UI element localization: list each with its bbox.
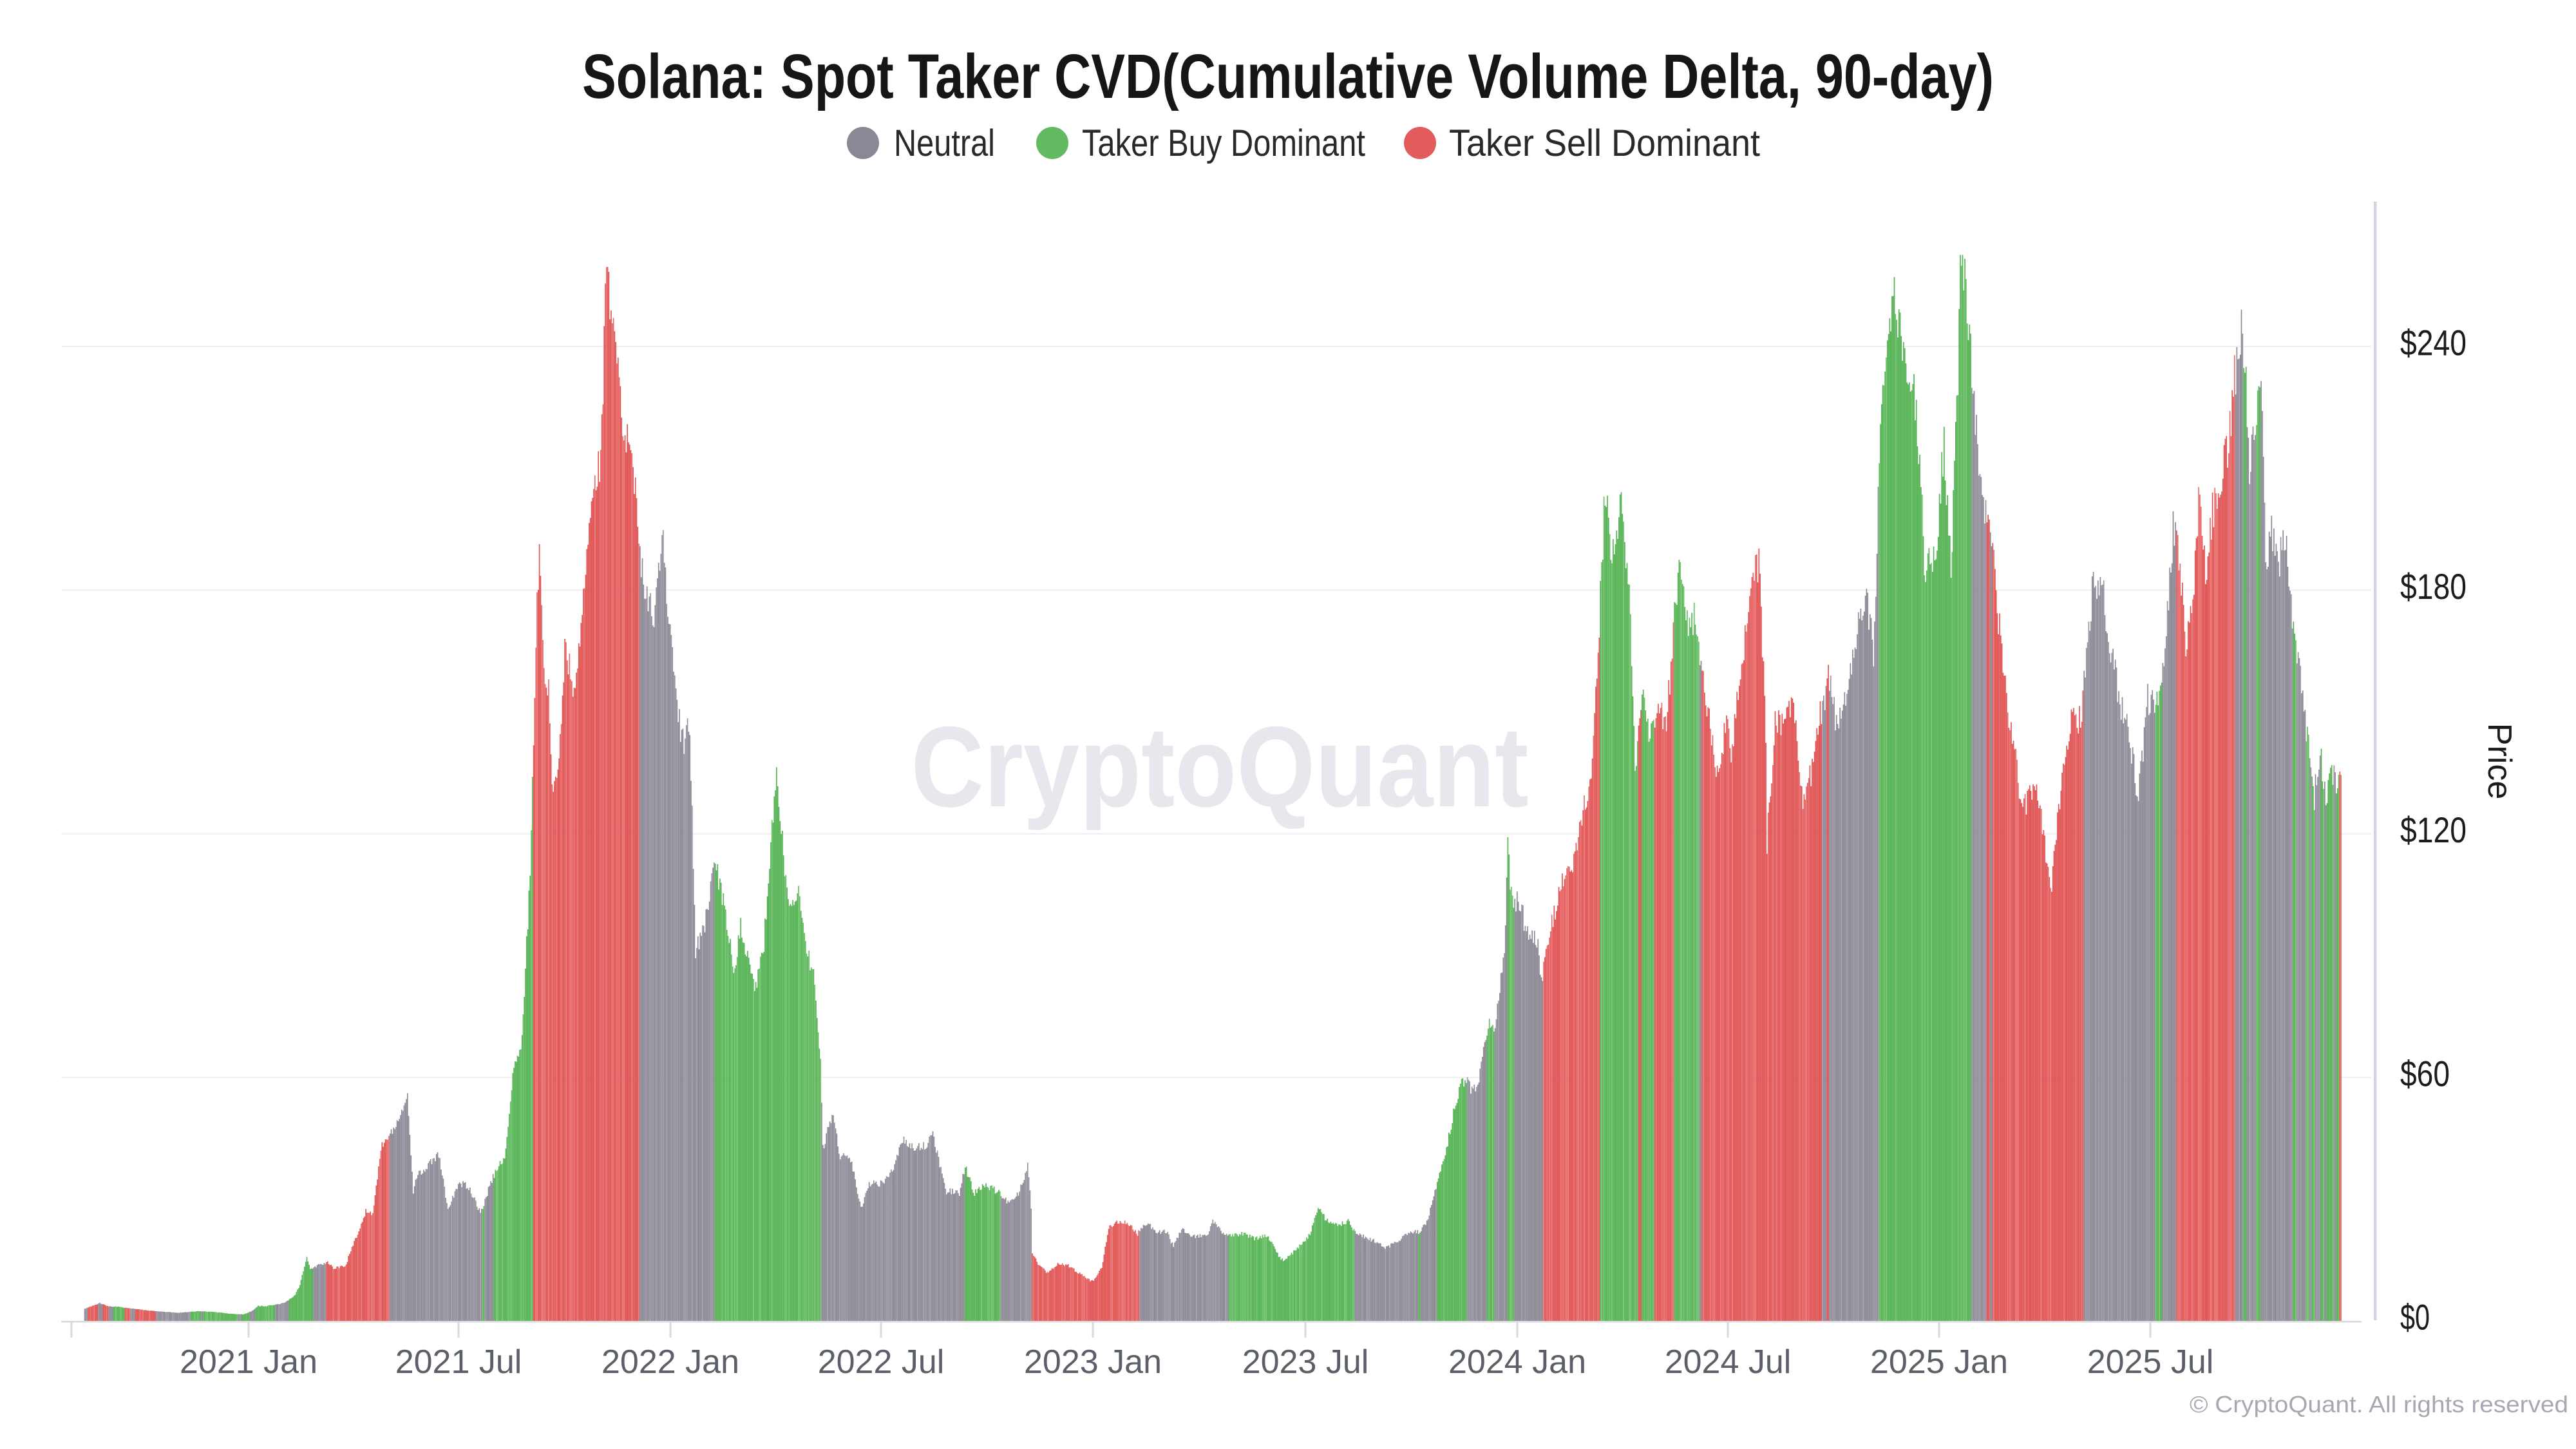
svg-text:2025 Jul: 2025 Jul [2087, 1343, 2214, 1381]
svg-text:© CryptoQuant. All rights rese: © CryptoQuant. All rights reserved [2190, 1391, 2568, 1417]
svg-text:Solana: Spot Taker CVD(Cumulat: Solana: Spot Taker CVD(Cumulative Volume… [582, 41, 1994, 111]
svg-text:2024 Jul: 2024 Jul [1665, 1343, 1792, 1381]
svg-text:CryptoQuant: CryptoQuant [911, 703, 1529, 831]
svg-text:$60: $60 [2400, 1054, 2450, 1094]
svg-text:$240: $240 [2400, 323, 2467, 363]
svg-text:$180: $180 [2400, 566, 2467, 607]
svg-text:2022 Jan: 2022 Jan [601, 1343, 739, 1381]
svg-text:2022 Jul: 2022 Jul [818, 1343, 945, 1381]
svg-text:2023 Jan: 2023 Jan [1024, 1343, 1162, 1381]
svg-text:2021 Jul: 2021 Jul [395, 1343, 522, 1381]
svg-text:Price: Price [2481, 723, 2518, 799]
svg-text:Taker Sell Dominant: Taker Sell Dominant [1449, 122, 1760, 164]
svg-text:2021 Jan: 2021 Jan [180, 1343, 317, 1381]
svg-text:2025 Jan: 2025 Jan [1870, 1343, 2008, 1381]
svg-text:2023 Jul: 2023 Jul [1242, 1343, 1369, 1381]
svg-text:2024 Jan: 2024 Jan [1448, 1343, 1586, 1381]
svg-text:$120: $120 [2400, 810, 2467, 850]
svg-text:$0: $0 [2400, 1297, 2430, 1338]
svg-text:Taker Buy Dominant: Taker Buy Dominant [1082, 122, 1365, 164]
svg-text:Neutral: Neutral [894, 122, 995, 164]
